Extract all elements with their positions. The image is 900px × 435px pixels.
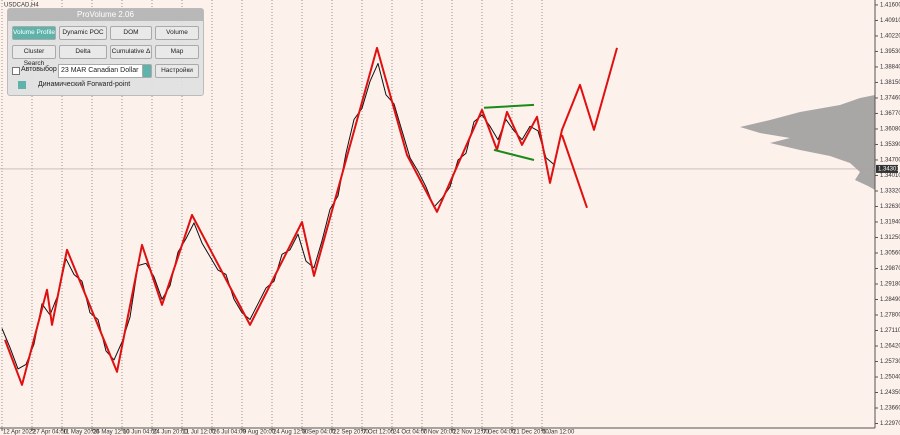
x-tick-label: 11 May 20:00 xyxy=(63,430,100,435)
button[interactable]: Dynamic POC xyxy=(59,26,107,40)
toggle[interactable] xyxy=(18,81,26,89)
button[interactable]: Map xyxy=(155,45,199,59)
y-tick-label: 1.27800 xyxy=(880,313,900,319)
y-tick-label: 1.31940 xyxy=(880,220,900,226)
button[interactable]: Cluster Search xyxy=(12,45,56,67)
last-price-label: 1.34301 xyxy=(878,167,900,173)
y-tick-label: 1.25730 xyxy=(880,359,900,365)
y-tick-label: 1.40220 xyxy=(880,34,900,40)
y-tick-label: 1.24350 xyxy=(880,390,900,396)
y-tick-label: 1.31250 xyxy=(880,235,900,241)
x-tick-label: 22 Nov 12:00 xyxy=(453,430,489,435)
y-tick-label: 1.40910 xyxy=(880,18,900,24)
y-tick-label: 1.37460 xyxy=(880,96,900,102)
y-tick-label: 1.30560 xyxy=(880,251,900,257)
button[interactable]: Volume Profile xyxy=(12,26,56,40)
x-tick-label: 7 Nov 20:00 xyxy=(423,430,456,435)
forward-label: Динамический Forward-point xyxy=(38,81,131,88)
x-tick-label: 12 Apr 2022 xyxy=(3,430,36,435)
y-tick-label: 1.23660 xyxy=(880,406,900,412)
x-tick-label: 10 Jun 04:00 xyxy=(123,430,158,435)
y-tick-label: 1.38150 xyxy=(880,80,900,86)
button[interactable]: Delta xyxy=(59,45,107,59)
provolume-panel: ProVolume 2.06 Volume Profile Dynamic PO… xyxy=(7,8,204,96)
y-tick-label: 1.34010 xyxy=(880,173,900,179)
x-tick-label: 11 Jul 12:00 xyxy=(183,430,216,435)
y-tick-label: 1.35390 xyxy=(880,142,900,148)
series-line xyxy=(483,103,535,109)
checkbox[interactable] xyxy=(12,67,20,75)
y-tick-label: 1.29870 xyxy=(880,266,900,272)
series-line xyxy=(4,46,618,386)
last-price-box xyxy=(876,164,898,173)
x-tick-label: 21 Dec 20:00 xyxy=(513,430,549,435)
y-tick-label: 1.22970 xyxy=(880,421,900,427)
x-tick-label: 24 Jun 20:00 xyxy=(153,430,188,435)
x-tick-label: 26 Jul 04:00 xyxy=(213,430,246,435)
button[interactable]: Cumulative Δ xyxy=(110,45,152,59)
settings-button[interactable]: Настройки xyxy=(155,64,199,78)
dropdown[interactable] xyxy=(142,64,152,78)
x-tick-label: 27 Apr 04:00 xyxy=(33,430,68,435)
y-tick-label: 1.33320 xyxy=(880,189,900,195)
y-tick-label: 1.26420 xyxy=(880,344,900,350)
x-tick-label: 22 Sep 20:00 xyxy=(333,430,369,435)
volume-profile xyxy=(740,95,875,190)
x-tick-label: 7 Oct 12:00 xyxy=(363,430,395,435)
x-tick-label: 7 Dec 04:00 xyxy=(483,430,516,435)
y-tick-label: 1.27110 xyxy=(880,328,900,334)
x-tick-label: 24 Aug 12:00 xyxy=(273,430,309,435)
y-tick-label: 1.38840 xyxy=(880,65,900,71)
x-tick-label: 9 Aug 20:00 xyxy=(243,430,276,435)
button[interactable]: DOM xyxy=(110,26,152,40)
y-tick-label: 1.41600 xyxy=(880,3,900,9)
series-line xyxy=(561,134,588,209)
y-tick-label: 1.39530 xyxy=(880,49,900,55)
button[interactable]: Volume xyxy=(155,26,199,40)
y-tick-label: 1.32630 xyxy=(880,204,900,210)
y-tick-label: 1.28490 xyxy=(880,297,900,303)
auto-label: Автовыбор xyxy=(21,66,57,73)
y-tick-label: 1.34700 xyxy=(880,158,900,164)
x-tick-label: 5 Jan 12:00 xyxy=(543,430,575,435)
y-tick-label: 1.36080 xyxy=(880,127,900,133)
instrument-input[interactable]: 23 MAR Canadian Dollar xyxy=(58,64,144,78)
y-tick-label: 1.29180 xyxy=(880,282,900,288)
x-tick-label: 8 Sep 04:00 xyxy=(303,430,336,435)
series-line xyxy=(493,148,535,161)
panel-title: ProVolume 2.06 xyxy=(8,9,203,21)
x-tick-label: 26 May 12:00 xyxy=(93,430,130,435)
chart-title: USDCAD,H4 xyxy=(4,3,39,9)
y-tick-label: 1.25040 xyxy=(880,375,900,381)
x-tick-label: 24 Oct 04:00 xyxy=(393,430,428,435)
y-tick-label: 1.36770 xyxy=(880,111,900,117)
